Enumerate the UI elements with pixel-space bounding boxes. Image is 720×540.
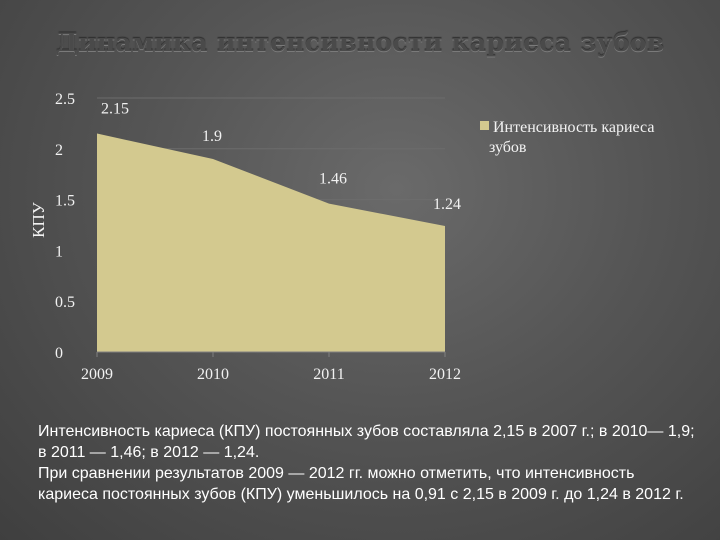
y-tick-label: 0.5 — [55, 294, 75, 311]
x-tick-label: 2009 — [81, 366, 113, 383]
area-chart: 0 0.5 1 1.5 2 2.5 2009 2010 2011 2012 КПУ 2.15 1.9 1… — [29, 91, 654, 383]
data-label: 2.15 — [101, 101, 129, 118]
x-tick-label: 2012 — [429, 366, 461, 383]
axes: 0 0.5 1 1.5 2 2.5 2009 2010 2011 2012 КПУ — [29, 91, 461, 383]
legend-label: Интенсивность кариеса зубов — [489, 119, 654, 156]
y-tick-label: 1 — [55, 243, 63, 260]
data-labels: 2.15 1.9 1.46 1.24 — [101, 101, 461, 213]
y-tick-label: 0 — [55, 345, 63, 362]
data-label: 1.46 — [319, 171, 347, 188]
y-tick-label: 2.5 — [55, 91, 75, 108]
caption-paragraph-1: Интенсивность кариеса (КПУ) постоянных з… — [38, 423, 695, 461]
area-fill — [97, 133, 445, 352]
data-label: 1.24 — [433, 196, 461, 213]
y-tick-label: 2 — [55, 142, 63, 159]
x-tick-label: 2011 — [313, 366, 344, 383]
caption-text: Интенсивность кариеса (КПУ) постоянных з… — [38, 421, 698, 505]
area-series — [97, 133, 445, 352]
x-tick-label: 2010 — [197, 366, 229, 383]
legend: Интенсивность кариеса зубов — [480, 119, 654, 156]
y-axis-title: КПУ — [29, 201, 48, 238]
caption-paragraph-2: При сравнении результатов 2009 — 2012 гг… — [38, 465, 684, 503]
slide-title: Динамика интенсивности кариеса зубов — [55, 28, 665, 57]
legend-swatch — [480, 121, 489, 130]
data-label: 1.9 — [202, 128, 222, 145]
y-tick-label: 1.5 — [55, 193, 75, 210]
